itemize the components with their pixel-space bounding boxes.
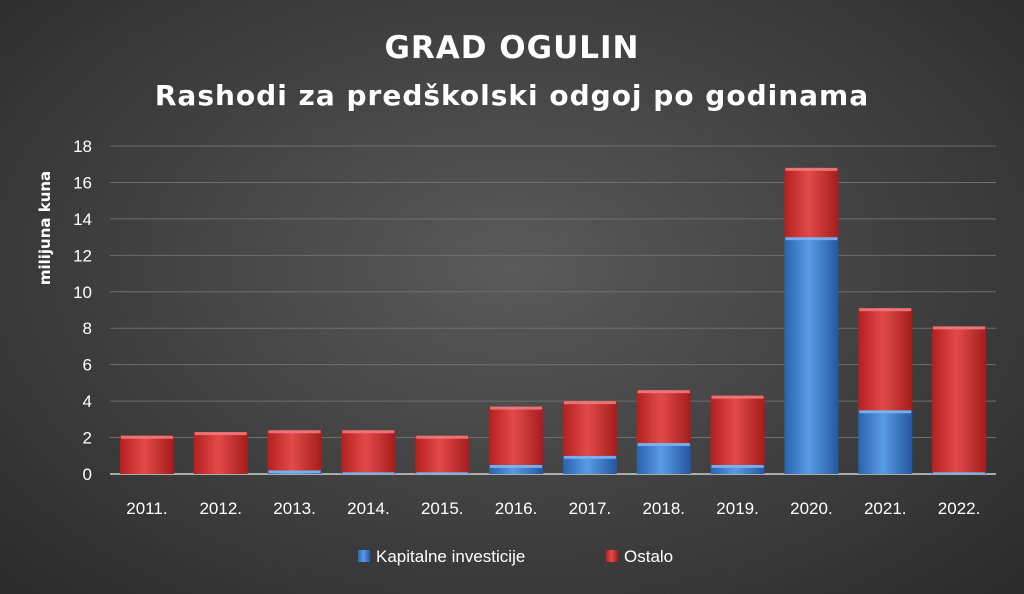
bar-highlight (490, 406, 543, 410)
bar-highlight (416, 472, 469, 474)
legend-label: Kapitalne investicije (376, 547, 525, 566)
bar-highlight (711, 464, 764, 468)
x-tick-label: 2015. (421, 499, 464, 518)
y-tick-labels: 0 2 4 6 8 10 12 14 16 18 (73, 137, 92, 484)
bar-highlight (859, 308, 912, 312)
bar-highlight (933, 472, 986, 474)
bar-ostalo-1 (193, 432, 248, 474)
legend-label: Ostalo (624, 547, 673, 566)
x-tick-label: 2016. (495, 499, 538, 518)
bar-highlight (490, 464, 543, 468)
bar-highlight (342, 472, 395, 474)
bar-ostalo-6 (562, 401, 617, 456)
bar-kapitalne-8 (710, 464, 765, 474)
bar-highlight (342, 430, 395, 434)
x-tick-label: 2011. (126, 499, 167, 518)
bar-highlight (268, 470, 321, 474)
gridlines (110, 145, 996, 475)
bar-ostalo-8 (710, 395, 765, 465)
bar-kapitalne-5 (489, 464, 544, 474)
bar-highlight (563, 401, 616, 405)
bar-ostalo-2 (267, 430, 322, 471)
y-tick-label: 10 (73, 283, 92, 302)
bar-ostalo-0 (119, 435, 174, 474)
x-tick-label: 2012. (199, 499, 242, 518)
bar-highlight (268, 430, 321, 434)
bar-ostalo-10 (858, 308, 913, 411)
bar-kapitalne-7 (636, 443, 691, 474)
bar-highlight (637, 390, 690, 394)
bar-ostalo-3 (341, 430, 396, 473)
chart-subtitle: Rashodi za predškolski odgoj po godinama (155, 79, 869, 112)
x-tick-label: 2019. (716, 499, 759, 518)
x-tick-label: 2013. (273, 499, 316, 518)
x-tick-label: 2014. (347, 499, 390, 518)
x-tick-label: 2021. (864, 499, 907, 518)
y-tick-label: 8 (83, 319, 92, 338)
bar-highlight (785, 167, 838, 171)
x-tick-label: 2018. (642, 499, 685, 518)
y-tick-label: 2 (83, 429, 92, 448)
legend-swatch (358, 550, 370, 562)
legend: Kapitalne investicije Ostalo (358, 547, 673, 566)
bar-highlight (563, 455, 616, 459)
chart-title: GRAD OGULIN (384, 30, 639, 66)
bar-highlight (416, 435, 469, 439)
y-tick-label: 4 (83, 392, 92, 411)
bar-kapitalne-6 (562, 455, 617, 474)
y-tick-label: 6 (83, 356, 92, 375)
legend-swatch (606, 550, 618, 562)
y-tick-label: 18 (73, 137, 92, 156)
bar-kapitalne-9 (784, 237, 839, 474)
bar-ostalo-9 (784, 167, 839, 238)
x-tick-label: 2017. (569, 499, 612, 518)
y-tick-label: 12 (73, 246, 92, 265)
bar-ostalo-11 (932, 326, 987, 473)
bar-highlight (711, 395, 764, 399)
bar-highlight (933, 326, 986, 330)
x-tick-label: 2020. (790, 499, 833, 518)
x-tick-labels: 2011. 2012. 2013. 2014. 2015. 2016. 2017. 2018.… (126, 499, 980, 518)
y-tick-label: 16 (73, 173, 92, 192)
bars (119, 167, 987, 474)
x-tick-label: 2022. (938, 499, 981, 518)
y-tick-label: 0 (83, 465, 92, 484)
bar-highlight (194, 432, 247, 436)
bar-ostalo-7 (636, 390, 691, 444)
bar-highlight (120, 435, 173, 439)
bar-kapitalne-10 (858, 410, 913, 474)
bar-ostalo-4 (415, 435, 470, 473)
bar-highlight (637, 443, 690, 447)
bar-ostalo-5 (489, 406, 544, 465)
y-axis-label: milijuna kuna (36, 171, 54, 285)
y-tick-label: 14 (73, 210, 92, 229)
bar-highlight (785, 237, 838, 241)
bar-highlight (859, 410, 912, 414)
